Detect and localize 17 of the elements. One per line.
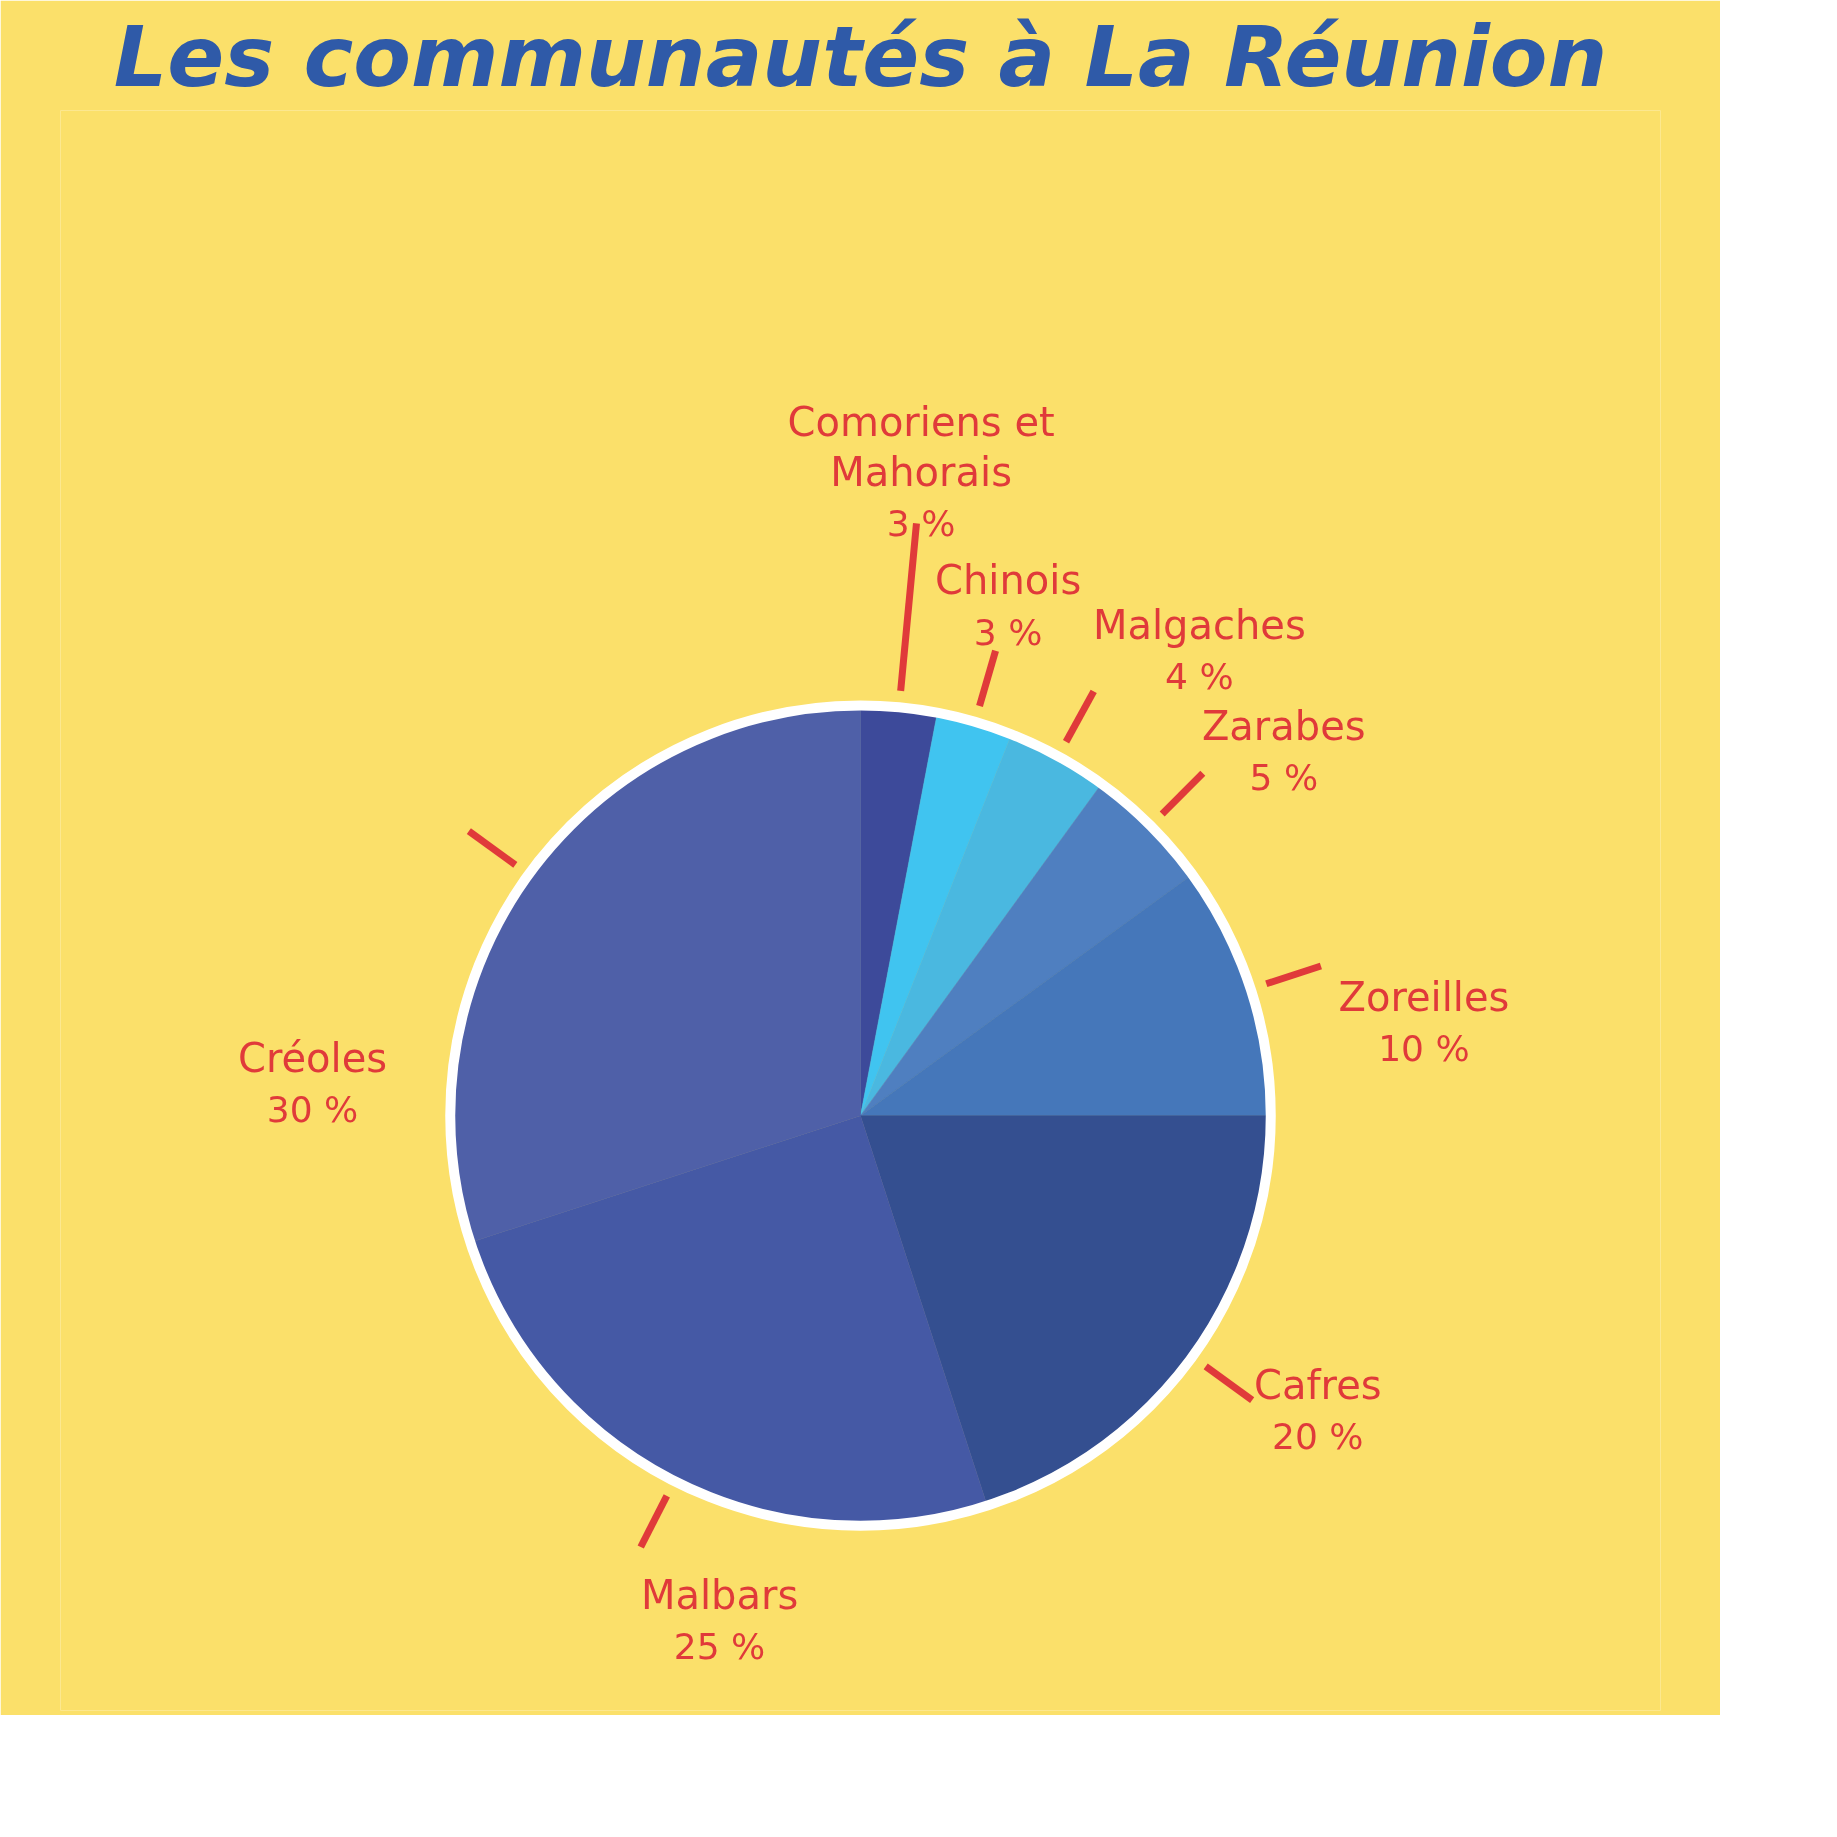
data-label: 20 % xyxy=(1272,1416,1364,1458)
data-label: 3 % xyxy=(886,503,956,545)
slice-label: Comoriens et Mahorais xyxy=(787,399,1055,496)
slice-label: Chinois xyxy=(935,557,1082,604)
slice-label: Créoles xyxy=(238,1034,388,1081)
data-label: 3 % xyxy=(973,611,1043,653)
data-label: 30 % xyxy=(266,1089,359,1131)
slice-label: Cafres xyxy=(1254,1362,1382,1409)
data-label: 5 % xyxy=(1249,757,1319,799)
data-label: 25 % xyxy=(673,1626,766,1668)
slice-label: Malgaches xyxy=(1092,601,1306,648)
slice-label: Malbars xyxy=(640,1572,799,1619)
chart-title: Les communautés à La Réunion xyxy=(113,7,1608,106)
data-label: 4 % xyxy=(1165,655,1234,697)
slice-label: Zarabes xyxy=(1201,703,1366,750)
slice-label: Zoreilles xyxy=(1338,974,1510,1021)
data-label: 10 % xyxy=(1378,1028,1470,1070)
